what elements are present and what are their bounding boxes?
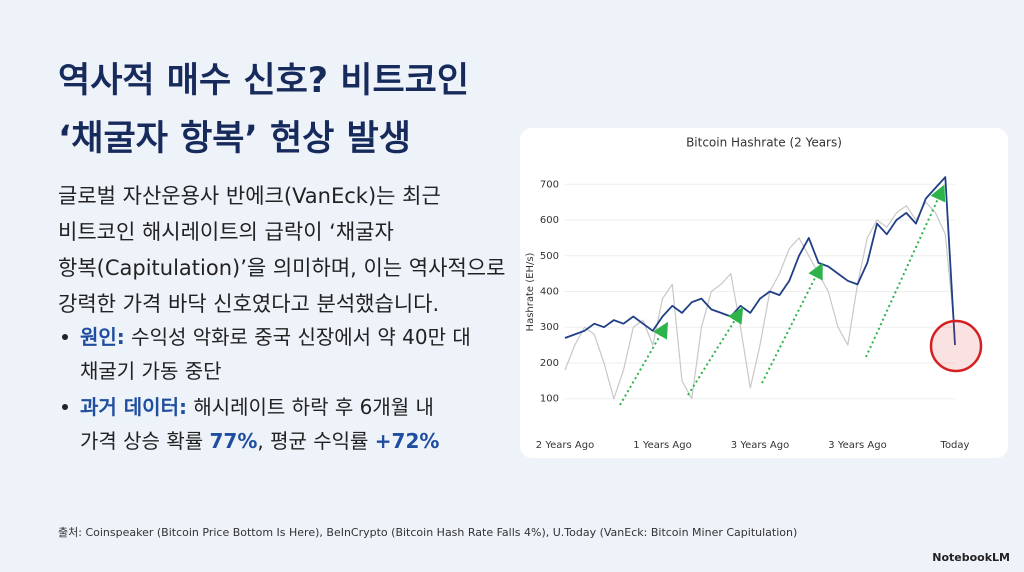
annotations (619, 184, 946, 406)
chart-title: Bitcoin Hashrate (2 Years) (686, 136, 842, 150)
trend-arrow (865, 184, 946, 358)
trend-arrow (761, 262, 823, 384)
bullet-label: 과거 데이터: (80, 395, 187, 419)
chart: Bitcoin Hashrate (2 Years) Hashrate (EH/… (525, 136, 983, 451)
x-tick-label: Today (940, 440, 970, 451)
data-line (564, 176, 956, 346)
trend-arrow (619, 321, 668, 406)
x-tick-label: 2 Years Ago (536, 440, 594, 451)
y-tick-label: 200 (540, 358, 559, 369)
title: 역사적 매수 신호? 비트코인 ‘채굴자 항복’ 현상 발생 (58, 52, 469, 168)
y-tick-label: 300 (540, 322, 559, 333)
bullet: 원인: 수익성 악화로 중국 신장에서 약 40만 대 채굴기 가동 중단 (58, 320, 471, 388)
body-line: 글로벌 자산운용사 반에크(VanEck)는 최근 (58, 184, 441, 208)
body-line: 비트코인 해시레이트의 급락이 ‘채굴자 (58, 220, 394, 244)
trend-arrow (687, 306, 744, 396)
bullet-text: 가격 상승 확률 (80, 429, 204, 453)
body-line: 항복(Capitulation)’을 의미하며, 이는 역사적으로 (58, 256, 506, 280)
y-tick-label: 500 (540, 251, 559, 262)
brand: NotebookLM (932, 551, 1010, 564)
data-line (564, 201, 956, 400)
highlight: +72% (374, 429, 440, 453)
body-line: 강력한 가격 바닥 신호였다고 분석했습니다. (58, 292, 440, 316)
y-tick-label: 100 (540, 394, 559, 405)
y-tick-label: 700 (540, 179, 559, 190)
y-axis-label: Hashrate (EH/s) (525, 252, 536, 331)
bullet-text: 채굴기 가동 중단 (80, 359, 222, 383)
y-tick-label: 400 (540, 287, 559, 298)
bullet-text: 수익성 악화로 중국 신장에서 약 40만 대 (131, 325, 471, 349)
x-tick-label: 3 Years Ago (828, 440, 886, 451)
bullet-dot (62, 334, 68, 340)
bullet-dot (62, 404, 68, 410)
bullet: 과거 데이터: 해시레이트 하락 후 6개월 내 가격 상승 확률 77%, 평… (58, 390, 439, 458)
bullet-text: 해시레이트 하락 후 6개월 내 (193, 395, 434, 419)
x-tick-label: 1 Years Ago (633, 440, 691, 451)
title-line: ‘채굴자 항복’ 현상 발생 (58, 119, 411, 159)
bullet-text: , 평균 수익률 (257, 429, 369, 453)
source: 출처: Coinspeaker (Bitcoin Price Bottom Is… (58, 526, 798, 539)
highlight-circle (929, 319, 983, 373)
title-line: 역사적 매수 신호? 비트코인 (58, 61, 470, 101)
highlight: 77% (209, 429, 258, 453)
body: 글로벌 자산운용사 반에크(VanEck)는 최근 비트코인 해시레이트의 급락… (58, 178, 505, 322)
y-tick-label: 600 (540, 215, 559, 226)
chart-card: Bitcoin Hashrate (2 Years) Hashrate (EH/… (520, 128, 1008, 458)
bullet-label: 원인: (80, 325, 125, 349)
x-tick-label: 3 Years Ago (731, 440, 789, 451)
